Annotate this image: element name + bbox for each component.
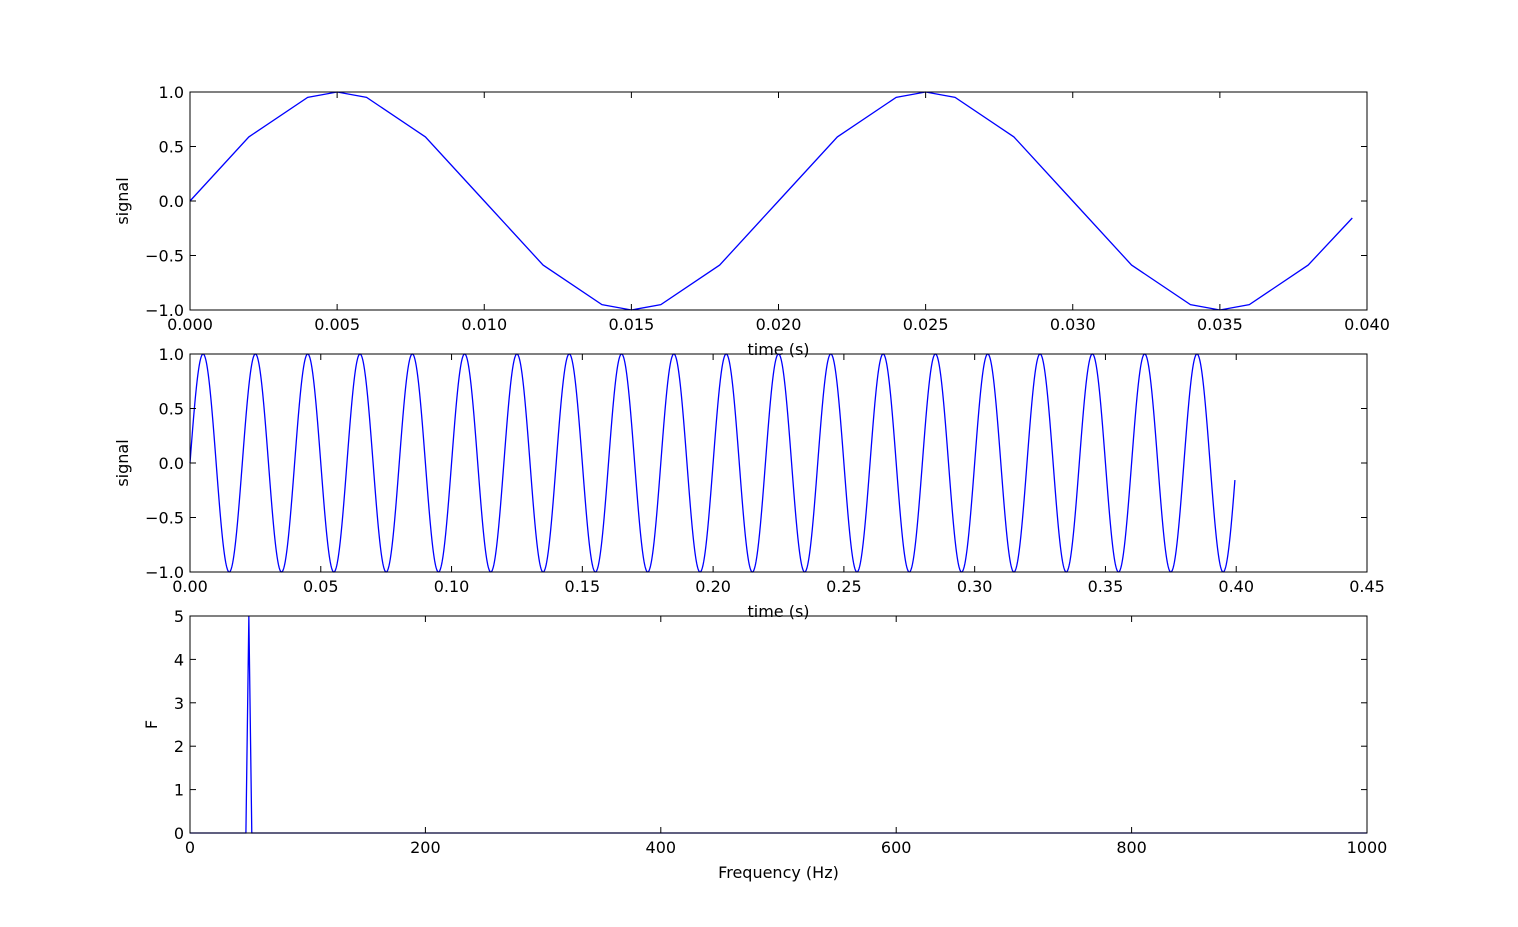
x-axis-label: time (s) bbox=[747, 602, 809, 621]
x-tick-label: 0.035 bbox=[1197, 315, 1243, 334]
y-tick-label: 0.5 bbox=[159, 400, 184, 419]
x-tick-label: 0.005 bbox=[314, 315, 360, 334]
y-axis-label: F bbox=[142, 720, 161, 729]
y-tick-label: −1.0 bbox=[145, 563, 184, 582]
x-tick-label: 0.25 bbox=[826, 577, 862, 596]
x-tick-label: 0.015 bbox=[608, 315, 654, 334]
x-tick-label: 0.025 bbox=[903, 315, 949, 334]
x-tick-label: 0.020 bbox=[756, 315, 802, 334]
y-tick-label: 4 bbox=[174, 650, 184, 669]
x-tick-label: 0.35 bbox=[1088, 577, 1124, 596]
y-tick-label: 0 bbox=[174, 824, 184, 843]
series-line bbox=[189, 353, 1236, 573]
x-tick-label: 0.20 bbox=[695, 577, 731, 596]
y-tick-label: 1 bbox=[174, 781, 184, 800]
y-tick-label: −0.5 bbox=[145, 247, 184, 266]
x-tick-label: 1000 bbox=[1347, 838, 1388, 857]
frequency-spectrum-panel: 0 200 400 600 800 1000 0 1 2 3 4 5 Frequency (Hz) F bbox=[142, 607, 1387, 882]
x-tick-label: 400 bbox=[646, 838, 677, 857]
x-tick-label: 0.15 bbox=[565, 577, 601, 596]
x-tick-label: 0.040 bbox=[1344, 315, 1390, 334]
x-tick-label: 0.30 bbox=[957, 577, 993, 596]
x-tick-label: 0.00 bbox=[172, 577, 208, 596]
y-tick-label: −0.5 bbox=[145, 509, 184, 528]
y-axis-label: signal bbox=[113, 439, 132, 486]
y-tick-label: 2 bbox=[174, 737, 184, 756]
x-tick-label: 0.05 bbox=[303, 577, 339, 596]
time-signal-long-panel: 0.00 0.05 0.10 0.15 0.20 0.25 0.30 0.35 0.40 0.45… bbox=[113, 345, 1385, 621]
x-tick-label: 0 bbox=[185, 838, 195, 857]
y-tick-label: 0.0 bbox=[159, 454, 184, 473]
x-axis-label: Frequency (Hz) bbox=[718, 863, 839, 882]
x-tick-label: 800 bbox=[1116, 838, 1147, 857]
y-tick-label: 0.0 bbox=[159, 192, 184, 211]
x-tick-label: 0.10 bbox=[434, 577, 470, 596]
axes-frame bbox=[189, 615, 1368, 834]
y-tick-label: 1.0 bbox=[159, 345, 184, 364]
y-tick-label: 3 bbox=[174, 694, 184, 713]
x-tick-label: 0.000 bbox=[167, 315, 213, 334]
x-tick-label: 200 bbox=[410, 838, 441, 857]
time-signal-short-panel: 0.000 0.005 0.010 0.015 0.020 0.025 0.030 0.035… bbox=[113, 83, 1390, 359]
x-tick-label: 0.40 bbox=[1218, 577, 1254, 596]
x-tick-label: 600 bbox=[881, 838, 912, 857]
y-tick-label: 0.5 bbox=[159, 138, 184, 157]
x-tick-label: 0.010 bbox=[461, 315, 507, 334]
y-tick-label: −1.0 bbox=[145, 301, 184, 320]
y-tick-label: 5 bbox=[174, 607, 184, 626]
y-axis-label: signal bbox=[113, 177, 132, 224]
x-tick-label: 0.45 bbox=[1349, 577, 1385, 596]
series-line bbox=[189, 91, 1353, 311]
x-tick-label: 0.030 bbox=[1050, 315, 1096, 334]
y-tick-label: 1.0 bbox=[159, 83, 184, 102]
x-axis-label: time (s) bbox=[747, 340, 809, 359]
